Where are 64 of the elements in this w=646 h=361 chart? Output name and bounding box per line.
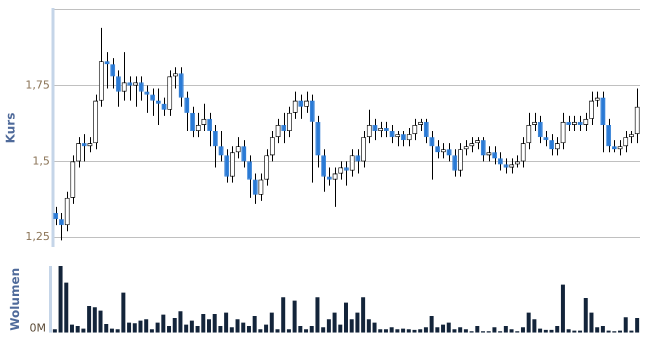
candlestick: [156, 88, 161, 126]
candlestick: [292, 91, 298, 120]
candlestick: [247, 154, 252, 198]
candlestick: [526, 112, 532, 150]
y-axis-title: Wolumen: [8, 268, 22, 331]
candlestick: [202, 103, 206, 132]
candlestick: [122, 52, 127, 102]
candlestick: [338, 160, 344, 180]
candlestick: [532, 112, 537, 132]
candlestick: [53, 206, 58, 226]
y-tick-label: 1,5: [32, 154, 50, 168]
candlestick: [321, 148, 326, 192]
y-tick-label: 1,25: [25, 230, 50, 244]
candlestick: [350, 148, 355, 178]
candlestick: [366, 109, 372, 144]
candlestick: [440, 142, 446, 159]
candlestick: [618, 140, 622, 156]
candlestick: [332, 166, 338, 208]
candlestick: [475, 136, 480, 150]
candlestick: [629, 130, 634, 144]
candlestick: [469, 136, 474, 153]
candlestick: [589, 91, 594, 126]
candlestick: [458, 142, 463, 178]
candlestick: [520, 136, 526, 168]
candlestick: [544, 130, 548, 147]
candlestick: [554, 136, 560, 156]
candlestick: [236, 136, 241, 159]
y-tick-label: 1,75: [25, 78, 50, 92]
candlestick: [464, 140, 469, 156]
candlestick: [287, 106, 292, 138]
candlestick: [276, 118, 280, 144]
candlestick: [623, 130, 628, 153]
candlestick: [212, 124, 218, 168]
candlestick: [184, 91, 190, 132]
candlestick: [418, 118, 423, 132]
candlestick: [304, 91, 309, 114]
candlestick: [560, 112, 566, 150]
candlestick: [76, 136, 81, 168]
candlestick: [196, 112, 201, 138]
candlestick: [430, 130, 434, 180]
candlestick: [509, 158, 514, 174]
candlestick: [498, 152, 503, 172]
candlestick: [572, 115, 577, 132]
candlestick: [486, 146, 492, 162]
candlestick: [110, 58, 116, 90]
candlestick: [515, 154, 520, 168]
candlestick: [150, 88, 156, 116]
candlestick: [594, 91, 600, 108]
candlestick: [264, 148, 270, 186]
candlestick: [230, 146, 235, 184]
candlestick: [270, 130, 275, 162]
candlestick: [361, 130, 366, 168]
candlestick: [258, 173, 264, 202]
candlestick: [144, 85, 150, 114]
candlestick: [395, 130, 400, 147]
candlestick: [606, 118, 612, 153]
candlestick: [218, 130, 224, 162]
candlestick: [412, 118, 418, 141]
candlestick: [173, 66, 178, 90]
text: 0M: [30, 321, 46, 334]
candlestick: [88, 136, 92, 153]
y-axis-title: Kurs: [3, 112, 18, 144]
candlestick: [583, 112, 588, 132]
candlestick: [406, 128, 412, 147]
